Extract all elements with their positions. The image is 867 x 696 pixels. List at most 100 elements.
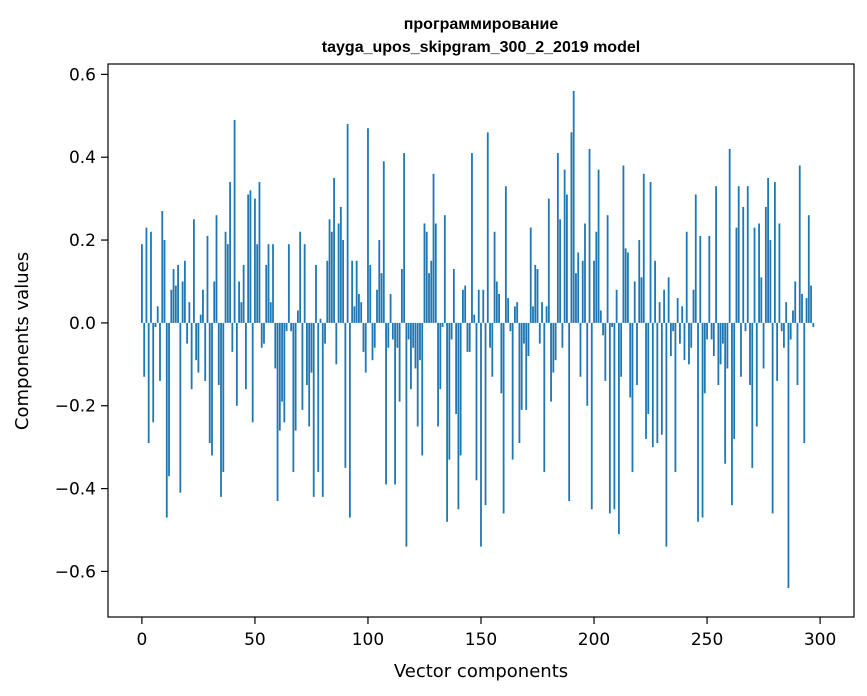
bar-260 xyxy=(728,148,731,323)
bar-69 xyxy=(296,310,299,323)
bar-112 xyxy=(394,322,397,485)
bar-250 xyxy=(706,322,708,340)
bar-2 xyxy=(145,227,148,323)
bar-26 xyxy=(199,314,202,323)
bar-66 xyxy=(290,322,293,332)
bar-11 xyxy=(165,322,168,518)
bar-51 xyxy=(256,244,259,323)
bar-116 xyxy=(403,153,406,323)
bar-80 xyxy=(321,322,324,497)
bar-289 xyxy=(794,281,797,323)
bar-84 xyxy=(330,231,333,323)
bar-202 xyxy=(597,169,600,323)
bar-152 xyxy=(484,322,487,506)
bar-147 xyxy=(473,314,476,323)
bar-251 xyxy=(708,235,711,323)
bar-134 xyxy=(443,215,446,323)
bar-153 xyxy=(486,132,489,323)
bar-35 xyxy=(220,322,222,497)
bar-280 xyxy=(773,182,776,323)
chart-title: программирование xyxy=(404,16,559,33)
bar-235 xyxy=(672,322,675,332)
bar-53 xyxy=(260,322,263,348)
bar-103 xyxy=(373,322,376,348)
bar-225 xyxy=(649,182,652,323)
bar-144 xyxy=(466,322,469,352)
bar-271 xyxy=(753,227,756,323)
bar-139 xyxy=(455,322,458,415)
x-tick-label: 150 xyxy=(465,630,497,650)
bar-173 xyxy=(532,306,534,323)
x-tick-label: 50 xyxy=(244,630,266,650)
bar-243 xyxy=(690,322,693,348)
bar-206 xyxy=(606,215,609,323)
bar-87 xyxy=(337,223,340,323)
bar-102 xyxy=(371,322,374,361)
bar-3 xyxy=(147,322,150,444)
bar-221 xyxy=(640,277,643,323)
bar-223 xyxy=(645,322,647,439)
bar-160 xyxy=(502,322,505,514)
bar-296 xyxy=(810,285,812,323)
bar-210 xyxy=(615,289,618,323)
bar-211 xyxy=(617,322,620,535)
bar-70 xyxy=(299,231,302,323)
bar-130 xyxy=(434,223,437,323)
bar-30 xyxy=(208,322,211,444)
bar-227 xyxy=(654,260,656,323)
bar-89 xyxy=(342,240,345,323)
bar-124 xyxy=(421,322,424,456)
bar-111 xyxy=(391,322,394,340)
bar-269 xyxy=(749,322,751,386)
bar-88 xyxy=(339,206,342,323)
bar-191 xyxy=(572,90,575,323)
bar-224 xyxy=(647,322,650,415)
bar-25 xyxy=(197,322,200,373)
bar-113 xyxy=(396,322,399,348)
bar-34 xyxy=(217,322,220,386)
bar-278 xyxy=(769,240,772,323)
bar-117 xyxy=(405,322,408,547)
bar-253 xyxy=(712,322,715,357)
bar-43 xyxy=(238,281,241,323)
bar-14 xyxy=(172,269,175,323)
bar-267 xyxy=(744,322,747,332)
bar-9 xyxy=(161,211,164,323)
bar-142 xyxy=(462,289,464,323)
bar-77 xyxy=(315,264,317,323)
bar-222 xyxy=(642,173,645,323)
bar-22 xyxy=(190,322,193,390)
bar-268 xyxy=(746,186,749,323)
bar-214 xyxy=(624,248,627,323)
bars-group xyxy=(141,90,815,589)
y-axis-ticks: −0.6 −0.4 −0.2 0.0 0.2 0.4 0.6 xyxy=(55,65,108,582)
bar-123 xyxy=(419,322,421,361)
bar-188 xyxy=(565,194,568,323)
bar-129 xyxy=(432,173,435,323)
bar-79 xyxy=(319,318,322,323)
bar-8 xyxy=(159,322,161,381)
bar-182 xyxy=(552,322,555,373)
bar-190 xyxy=(570,132,573,323)
bar-143 xyxy=(464,285,467,323)
bar-59 xyxy=(274,322,277,369)
bar-72 xyxy=(303,244,306,323)
bar-138 xyxy=(452,269,455,323)
bar-241 xyxy=(685,231,688,323)
bar-181 xyxy=(550,322,552,402)
bar-96 xyxy=(358,293,360,323)
bar-121 xyxy=(414,322,417,369)
bar-19 xyxy=(183,260,186,323)
bar-262 xyxy=(733,322,736,439)
bar-209 xyxy=(613,322,616,510)
bar-179 xyxy=(545,306,548,323)
bar-27 xyxy=(202,289,204,323)
bar-258 xyxy=(724,322,727,464)
bar-37 xyxy=(224,231,227,323)
bar-5 xyxy=(152,322,155,423)
bar-54 xyxy=(263,322,265,344)
bar-187 xyxy=(563,169,566,323)
bar-215 xyxy=(627,252,629,323)
bar-281 xyxy=(776,322,779,381)
